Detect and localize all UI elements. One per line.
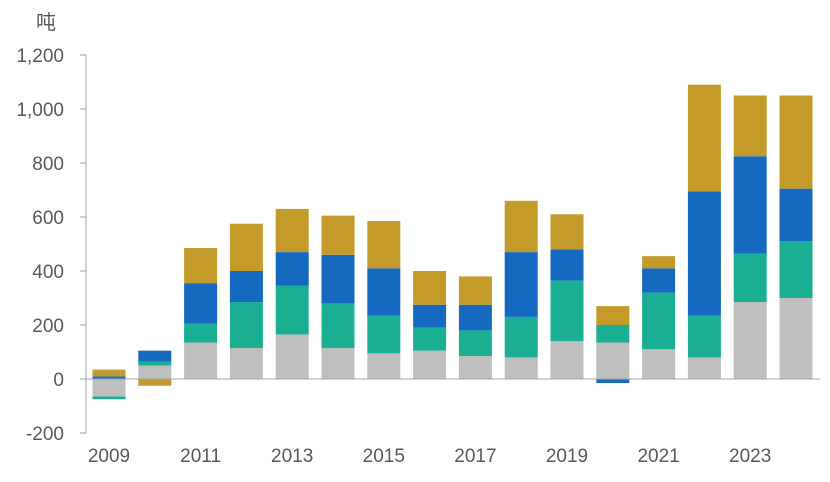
bar-segment-2015-series-1 xyxy=(367,353,401,379)
bar-segment-2016-series-4 xyxy=(413,271,447,305)
bar-segment-2020-series-1 xyxy=(596,342,630,379)
bar-segment-2015-series-4 xyxy=(367,221,401,269)
y-tick-label: -200 xyxy=(26,424,64,445)
bar-segment-2020-series-4 xyxy=(596,306,630,325)
bar-segment-2011-series-4 xyxy=(184,248,218,284)
bar-segment-2024-series-1 xyxy=(779,298,813,379)
bar-segment-2011-series-2 xyxy=(184,323,218,343)
bar-segment-2013-series-2 xyxy=(275,285,309,335)
y-tick-label: 1,000 xyxy=(16,100,64,121)
x-tick-label: 2011 xyxy=(180,446,221,467)
bar-segment-2019-series-1 xyxy=(550,341,584,379)
bar-segment-2017-series-4 xyxy=(458,276,492,305)
bar-segment-2016-series-3 xyxy=(413,304,447,328)
x-tick-label: 2017 xyxy=(454,446,496,467)
bar-segment-2013-series-3 xyxy=(275,252,309,286)
y-tick-label: 0 xyxy=(53,370,64,391)
bar-segment-2012-series-1 xyxy=(229,347,263,379)
bar-segment-2023-series-2 xyxy=(733,253,767,303)
bar-segment-2016-series-2 xyxy=(413,327,447,351)
bar-segment-2021-series-2 xyxy=(642,292,676,350)
bar-segment-2019-series-3 xyxy=(550,249,584,281)
bar-segment-2010-series-3 xyxy=(138,350,172,362)
x-tick-label: 2019 xyxy=(546,446,588,467)
bar-segment-2015-series-3 xyxy=(367,268,401,316)
bar-segment-2014-series-3 xyxy=(321,254,355,304)
bar-segment-2012-series-3 xyxy=(229,271,263,303)
bar-segment-2009-series-1 xyxy=(92,379,126,397)
bar-segment-2013-series-4 xyxy=(275,208,309,253)
x-tick-label: 2021 xyxy=(637,446,679,467)
bar-segment-2013-series-1 xyxy=(275,334,309,379)
bar-segment-2022-series-4 xyxy=(687,84,721,192)
bar-segment-2017-series-1 xyxy=(458,356,492,379)
x-tick-label: 2009 xyxy=(88,446,130,467)
bar-segment-2018-series-1 xyxy=(504,357,538,379)
bar-segment-2019-series-2 xyxy=(550,280,584,342)
bar-segment-2019-series-4 xyxy=(550,214,584,250)
bar-segment-2014-series-4 xyxy=(321,215,355,255)
x-tick-label: 2013 xyxy=(271,446,313,467)
y-tick-label: 800 xyxy=(32,154,64,175)
bar-segment-2011-series-1 xyxy=(184,342,218,379)
bar-segment-2020-series-2 xyxy=(596,325,630,343)
x-tick-label: 2015 xyxy=(363,446,405,467)
bar-segment-2015-series-2 xyxy=(367,315,401,354)
y-axis-unit-label: 吨 xyxy=(36,10,56,34)
bar-segment-2018-series-4 xyxy=(504,200,538,253)
bar-segment-2009-series-2 xyxy=(92,396,126,400)
bar-segment-2010-series-4 xyxy=(138,379,172,386)
bar-segment-2009-series-4 xyxy=(92,369,126,377)
bar-segment-2017-series-2 xyxy=(458,330,492,357)
bar-segment-2023-series-3 xyxy=(733,156,767,254)
bar-segment-2012-series-4 xyxy=(229,223,263,271)
bar-segment-2022-series-2 xyxy=(687,315,721,358)
bar-segment-2024-series-2 xyxy=(779,241,813,298)
y-tick-label: 400 xyxy=(32,262,64,283)
bar-segment-2009-series-3 xyxy=(92,376,126,379)
y-tick-label: 200 xyxy=(32,316,64,337)
bar-segment-2024-series-3 xyxy=(779,188,813,242)
bar-segment-2016-series-1 xyxy=(413,350,447,379)
x-tick-label: 2023 xyxy=(729,446,771,467)
bar-segment-2021-series-1 xyxy=(642,349,676,379)
bar-segment-2017-series-3 xyxy=(458,304,492,331)
bar-segment-2010-series-1 xyxy=(138,365,172,379)
bar-segment-2020-series-3 xyxy=(596,379,630,384)
bar-segment-2014-series-1 xyxy=(321,347,355,379)
y-tick-label: 1,200 xyxy=(16,46,64,67)
bar-segment-2023-series-4 xyxy=(733,95,767,157)
bar-segment-2024-series-4 xyxy=(779,95,813,189)
bar-segment-2021-series-3 xyxy=(642,268,676,293)
y-tick-label: 600 xyxy=(32,208,64,229)
bar-segment-2018-series-3 xyxy=(504,252,538,317)
bar-segment-2022-series-1 xyxy=(687,357,721,379)
bar-segment-2018-series-2 xyxy=(504,316,538,358)
bar-segment-2022-series-3 xyxy=(687,191,721,316)
bar-segment-2012-series-2 xyxy=(229,302,263,348)
bar-segment-2023-series-1 xyxy=(733,302,767,379)
bar-segment-2010-series-2 xyxy=(138,361,172,366)
bar-segment-2014-series-2 xyxy=(321,303,355,348)
bar-segment-2021-series-4 xyxy=(642,256,676,269)
bar-segment-2011-series-3 xyxy=(184,283,218,324)
